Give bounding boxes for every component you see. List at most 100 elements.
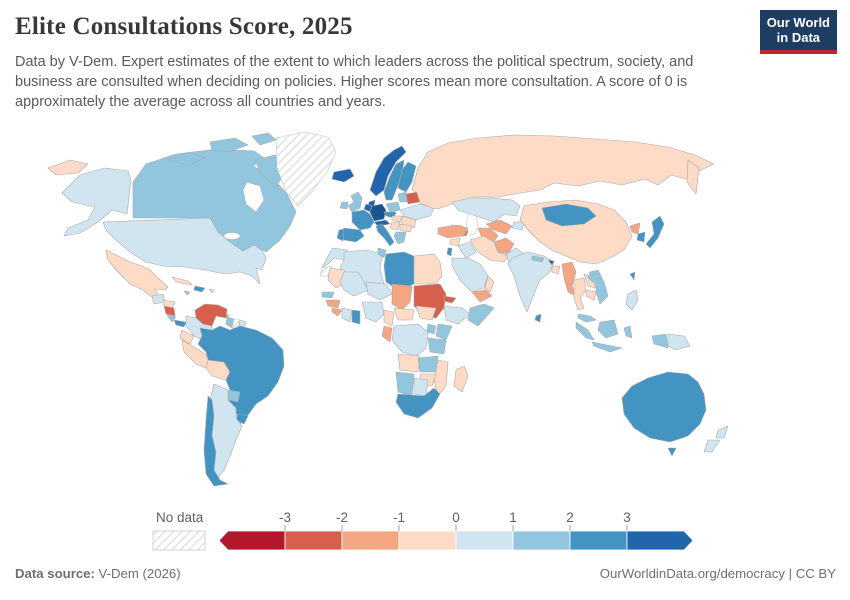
country-france[interactable]	[351, 209, 375, 231]
country-mexico[interactable]	[105, 249, 169, 298]
country-bhutan[interactable]	[547, 259, 555, 266]
country-new-zealand-north[interactable]	[715, 425, 729, 439]
country-indonesia-java[interactable]	[591, 341, 623, 353]
country-syria[interactable]	[449, 237, 461, 247]
country-south-korea[interactable]	[636, 231, 646, 243]
legend-no-data-swatch[interactable]	[152, 530, 206, 551]
country-kyrgyzstan-tajikistan[interactable]	[511, 221, 525, 231]
country-tanzania[interactable]	[427, 337, 447, 355]
country-puerto-rico[interactable]	[208, 288, 215, 294]
country-madagascar[interactable]	[453, 365, 469, 393]
country-eritrea[interactable]	[443, 295, 457, 304]
country-philippines[interactable]	[625, 289, 639, 311]
country-nicaragua[interactable]	[163, 305, 176, 317]
country-thailand[interactable]	[573, 277, 587, 311]
country-central-african-republic[interactable]	[393, 307, 415, 321]
country-chile[interactable]	[203, 395, 229, 487]
country-ethiopia[interactable]	[443, 305, 471, 325]
country-malaysia[interactable]	[577, 313, 597, 323]
country-libya[interactable]	[383, 251, 415, 291]
country-south-africa[interactable]	[395, 387, 441, 419]
country-taiwan[interactable]	[629, 271, 636, 281]
country-cambodia[interactable]	[585, 289, 597, 301]
canada-arctic-island-2[interactable]	[209, 137, 249, 153]
country-liberia-sierra-leone[interactable]	[331, 307, 343, 317]
country-vietnam[interactable]	[587, 269, 609, 305]
country-north-korea[interactable]	[629, 222, 641, 235]
country-angola[interactable]	[397, 353, 421, 373]
country-ukraine[interactable]	[399, 203, 435, 221]
country-russia-chukotka[interactable]	[47, 159, 89, 176]
country-hungary[interactable]	[391, 215, 403, 223]
country-cameroon[interactable]	[383, 309, 395, 327]
legend-segment-neg3-neg2[interactable]	[284, 530, 343, 551]
country-poland[interactable]	[385, 201, 401, 213]
country-somalia[interactable]	[467, 303, 495, 327]
country-iran[interactable]	[469, 235, 509, 263]
country-papua-new-guinea[interactable]	[667, 333, 691, 351]
country-uganda[interactable]	[426, 323, 437, 335]
legend-segment-1-2[interactable]	[512, 530, 571, 551]
country-usa[interactable]	[102, 217, 267, 285]
country-paraguay[interactable]	[227, 389, 241, 403]
country-greece[interactable]	[393, 231, 407, 245]
country-zambia[interactable]	[417, 355, 439, 373]
country-ghana[interactable]	[351, 309, 361, 325]
country-turkmenistan[interactable]	[477, 227, 499, 245]
country-guinea[interactable]	[325, 299, 341, 309]
country-yemen[interactable]	[471, 289, 493, 303]
country-namibia[interactable]	[395, 371, 415, 397]
legend-segment-0-1[interactable]	[455, 530, 514, 551]
country-oman[interactable]	[484, 275, 495, 293]
country-egypt[interactable]	[413, 253, 443, 285]
country-kenya[interactable]	[435, 323, 453, 341]
country-italy[interactable]	[375, 223, 395, 247]
country-costa-rica[interactable]	[166, 314, 177, 323]
country-norway[interactable]	[369, 145, 407, 197]
country-russia[interactable]	[411, 134, 715, 210]
country-australia[interactable]	[621, 371, 707, 443]
country-japan[interactable]	[645, 215, 665, 249]
country-iceland[interactable]	[331, 168, 355, 183]
country-bulgaria[interactable]	[399, 223, 413, 233]
country-cote-divoire[interactable]	[341, 307, 353, 323]
country-ireland[interactable]	[339, 201, 349, 210]
country-nepal[interactable]	[531, 255, 545, 263]
legend-segment-2-3[interactable]	[569, 530, 628, 551]
country-panama[interactable]	[173, 319, 187, 328]
country-sri-lanka[interactable]	[534, 313, 542, 323]
country-mali[interactable]	[339, 271, 369, 297]
canada-arctic-island-3[interactable]	[251, 132, 277, 146]
country-senegal[interactable]	[321, 291, 335, 299]
country-turkey[interactable]	[437, 224, 469, 239]
country-greenland-nodata[interactable]	[275, 131, 337, 207]
country-russia-kamchatka[interactable]	[686, 159, 700, 195]
country-south-sudan[interactable]	[415, 305, 437, 321]
country-indonesia-sumatra[interactable]	[575, 321, 595, 341]
country-saudi-arabia[interactable]	[451, 257, 489, 293]
country-niger[interactable]	[365, 281, 393, 301]
country-jamaica[interactable]	[183, 290, 191, 296]
country-indonesia-borneo[interactable]	[597, 319, 619, 339]
country-chad[interactable]	[391, 283, 413, 311]
country-ecuador[interactable]	[179, 329, 195, 345]
legend-segment-neg2-neg1[interactable]	[341, 530, 400, 551]
legend-segment-lt-neg3[interactable]	[218, 530, 286, 551]
country-israel[interactable]	[446, 247, 453, 257]
owid-logo[interactable]: Our World in Data	[759, 10, 837, 54]
country-iraq[interactable]	[457, 241, 477, 259]
country-indonesia-sulawesi[interactable]	[623, 325, 633, 339]
country-serbia[interactable]	[389, 221, 401, 231]
legend-segment-gt3[interactable]	[626, 530, 694, 551]
country-united-kingdom[interactable]	[347, 191, 363, 213]
country-mongolia[interactable]	[541, 203, 597, 227]
country-uzbekistan[interactable]	[485, 219, 513, 235]
country-tunisia[interactable]	[377, 247, 387, 259]
country-india[interactable]	[507, 251, 555, 313]
canada-arctic-island-1[interactable]	[167, 151, 206, 166]
country-usa-alaska[interactable]	[61, 167, 132, 237]
country-drc[interactable]	[391, 323, 429, 357]
footer-link[interactable]: OurWorldinData.org/democracy | CC BY	[599, 566, 836, 581]
country-botswana[interactable]	[413, 377, 429, 397]
country-gabon-congo[interactable]	[381, 325, 393, 343]
